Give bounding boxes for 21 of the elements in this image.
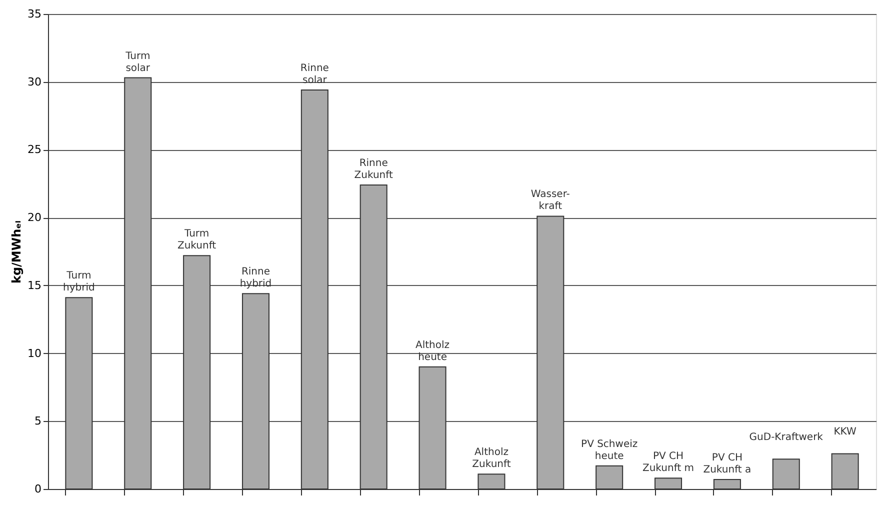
x-tick-label: Altholz heute <box>416 340 450 363</box>
x-tick-label: Altholz Zukunft <box>472 447 511 470</box>
x-tick-label: PV CH Zukunft a <box>703 452 752 476</box>
y-tick-label: 35 <box>28 8 42 20</box>
y-tick-label: 5 <box>34 414 42 428</box>
x-tick-label: PV Schweiz heute <box>581 438 638 462</box>
x-tick-label: Turm Zukunft <box>177 228 216 252</box>
y-tick-label: 15 <box>28 278 42 292</box>
x-tick-label: Turm solar <box>124 50 151 74</box>
y-tick-label: 0 <box>34 482 42 496</box>
x-tick-label: Rinne Zukunft <box>354 158 393 181</box>
x-tick-label: Turm hybrid <box>63 270 95 294</box>
y-tick-label: 10 <box>28 346 42 360</box>
x-tick-label: KKW <box>834 426 856 438</box>
x-tick-label: Wasser- kraft <box>530 189 570 212</box>
x-tick-label: GuD-Kraftwerk <box>749 432 824 444</box>
y-tick-label: 25 <box>28 143 42 156</box>
y-axis-title: kg/MWhₑₗ <box>10 220 24 284</box>
x-tick-label: PV CH Zukunft m <box>642 451 694 474</box>
y-tick-label: 20 <box>28 211 42 224</box>
y-tick-label: 30 <box>28 75 42 88</box>
